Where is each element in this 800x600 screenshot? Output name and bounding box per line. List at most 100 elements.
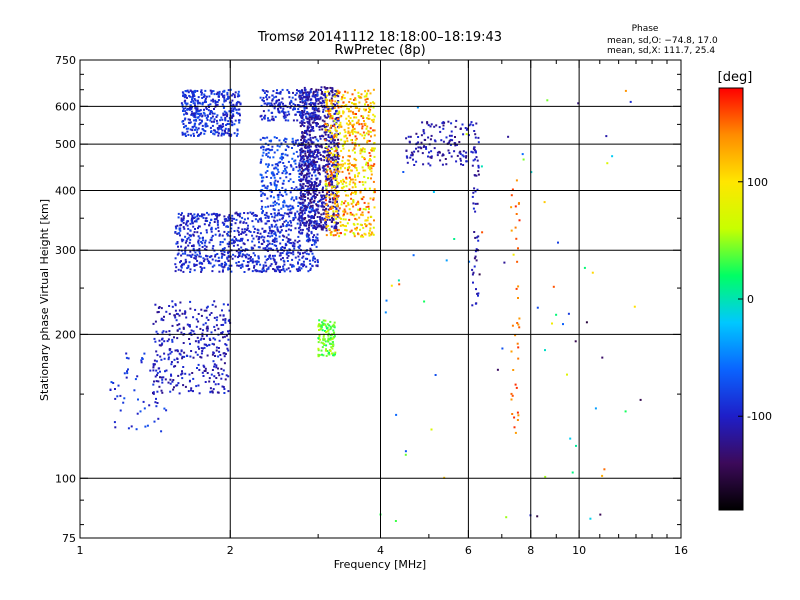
data-point [308,238,311,241]
data-point [361,181,364,183]
data-point [299,149,302,151]
data-point [304,154,307,157]
data-point [337,157,340,160]
data-point [216,253,219,255]
data-point [245,229,248,231]
data-point [193,98,196,100]
data-point [472,159,475,162]
data-point [316,216,319,218]
data-point [204,114,207,117]
data-point [350,178,352,181]
data-point [245,233,248,236]
data-point [296,139,299,142]
data-point [224,220,227,223]
data-point [226,91,229,94]
data-point [274,237,277,240]
data-point [208,343,211,346]
data-point [182,215,185,218]
data-point [330,152,333,155]
data-point [340,125,343,128]
data-point [324,319,327,322]
data-point [355,213,358,216]
data-point [429,156,432,159]
data-point [155,360,158,363]
data-point [181,212,183,215]
data-point [222,114,225,117]
data-point [285,244,288,246]
data-point [210,117,213,120]
data-point [243,271,246,273]
data-point [326,330,329,333]
data-point [217,230,220,233]
data-point [329,320,332,323]
data-point [294,256,297,259]
data-point [193,257,196,260]
data-point [309,269,312,271]
data-point [303,132,306,134]
data-point [177,382,180,385]
data-point [222,223,225,226]
data-point [192,102,195,105]
data-point [329,337,332,339]
data-point [292,119,295,122]
data-point [480,165,483,168]
data-point [312,236,315,239]
data-point [303,221,306,224]
data-point [369,102,372,105]
data-point [313,180,316,183]
data-point [312,255,315,258]
phase-stats-x-mode: mean, sd,X: 111.7, 25.4 [607,46,715,56]
data-point [290,221,292,224]
data-point [266,258,269,260]
data-point [224,343,227,346]
data-point [333,227,336,229]
data-point [318,173,321,176]
data-point [254,260,257,263]
data-point [430,156,433,159]
data-point [316,239,319,242]
data-point [477,235,480,238]
data-point [304,193,307,196]
data-point [477,292,480,295]
data-point [322,167,325,170]
data-point [228,110,231,113]
data-point [196,336,199,339]
data-point [244,254,247,257]
data-point [309,101,312,104]
data-point [298,216,301,219]
data-point [321,119,324,122]
data-point [476,159,479,162]
data-point [333,163,336,166]
data-point [299,216,302,219]
data-point [233,94,236,97]
data-point [370,173,373,176]
data-point [325,104,328,107]
data-point [202,96,205,98]
data-point [330,138,333,141]
data-point [333,113,336,115]
data-point [220,134,223,137]
data-point [348,108,350,111]
data-point [310,126,313,129]
data-point [336,104,339,107]
data-point [316,143,319,146]
data-point [262,110,265,113]
data-point [192,94,195,97]
data-point [302,221,304,224]
data-point [307,146,309,149]
data-point [277,92,280,95]
data-point [301,111,303,114]
data-point [315,178,318,181]
data-point [292,181,295,183]
data-point [282,162,285,164]
data-point [325,130,328,133]
data-point [303,251,306,254]
data-point [352,112,355,115]
data-point [332,177,335,180]
data-point [307,191,310,193]
data-point [200,89,203,92]
data-point [294,227,297,230]
data-point [279,213,282,216]
data-point [323,343,326,346]
data-point [372,147,375,150]
